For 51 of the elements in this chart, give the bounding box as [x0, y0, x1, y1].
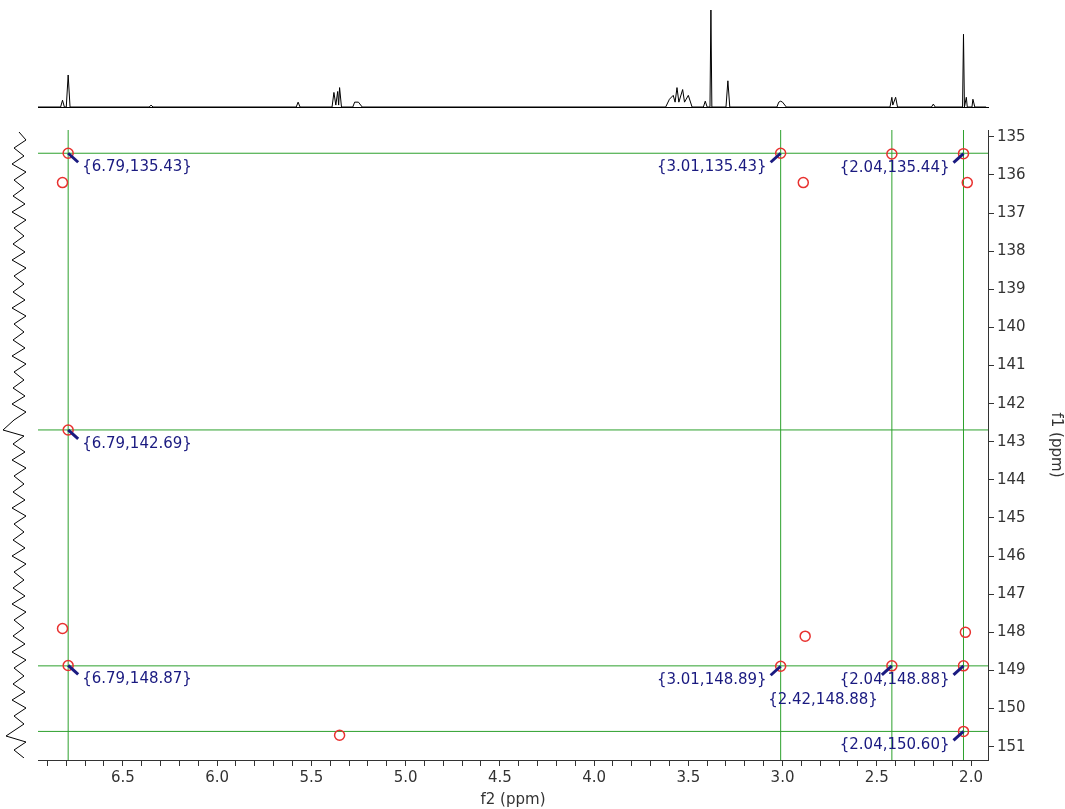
x-tick-label: 4.0 [582, 767, 606, 786]
y-tick-label: 142 [997, 393, 1026, 412]
y-axis-title: f1 (ppm) [1048, 412, 1065, 478]
point [774, 660, 787, 672]
x-tick-label: 3.0 [770, 767, 795, 786]
point [62, 147, 74, 159]
annotation: {6.79,148.87} [82, 669, 192, 688]
y-tick-label: 135 [997, 126, 1026, 145]
point [886, 660, 898, 672]
x-tick-label: 6.0 [205, 767, 229, 786]
point [957, 725, 970, 738]
point [957, 660, 970, 672]
y-tick-label: 149 [997, 660, 1026, 679]
point [797, 176, 810, 189]
point [886, 148, 898, 160]
point [56, 176, 69, 189]
annotation: {3.01,135.43} [656, 157, 767, 176]
annotation: {6.79,142.69} [82, 433, 192, 452]
y-tick-label: 139 [997, 279, 1026, 298]
point [799, 630, 811, 642]
x-axis-title: f2 (ppm) [480, 789, 546, 808]
annotation: {6.79,135.43} [82, 157, 192, 176]
x-tick-label: 3.5 [676, 767, 701, 786]
y-tick-label: 147 [997, 584, 1026, 603]
point [62, 659, 74, 672]
y-tick-label: 146 [997, 545, 1026, 564]
y-tick-label: 137 [997, 202, 1026, 221]
point [959, 626, 972, 639]
point [774, 147, 787, 159]
y-tick-label: 151 [997, 736, 1026, 755]
x-tick-label: 5.5 [299, 767, 324, 786]
x-tick-label: 2.5 [864, 767, 889, 786]
x-tick-label: 4.5 [487, 767, 512, 786]
point [961, 176, 974, 189]
y-tick-label: 138 [997, 241, 1026, 260]
y-tick-label: 143 [997, 431, 1026, 450]
point [333, 729, 346, 741]
y-tick-label: 145 [997, 507, 1026, 526]
annotation: {3.01,148.89} [656, 670, 767, 689]
x-tick-label: 2.0 [959, 767, 983, 786]
y-tick-label: 148 [997, 622, 1026, 641]
point [957, 147, 970, 160]
y-tick-label: 140 [997, 317, 1026, 336]
y-tick-label: 141 [997, 355, 1026, 374]
point [56, 622, 69, 635]
x-tick-label: 6.5 [110, 767, 135, 786]
y-tick-label: 150 [997, 698, 1026, 717]
y-tick-label: 136 [997, 164, 1026, 183]
x-tick-label: 5.0 [393, 767, 418, 786]
y-tick-label: 144 [997, 469, 1026, 488]
point [62, 424, 74, 436]
